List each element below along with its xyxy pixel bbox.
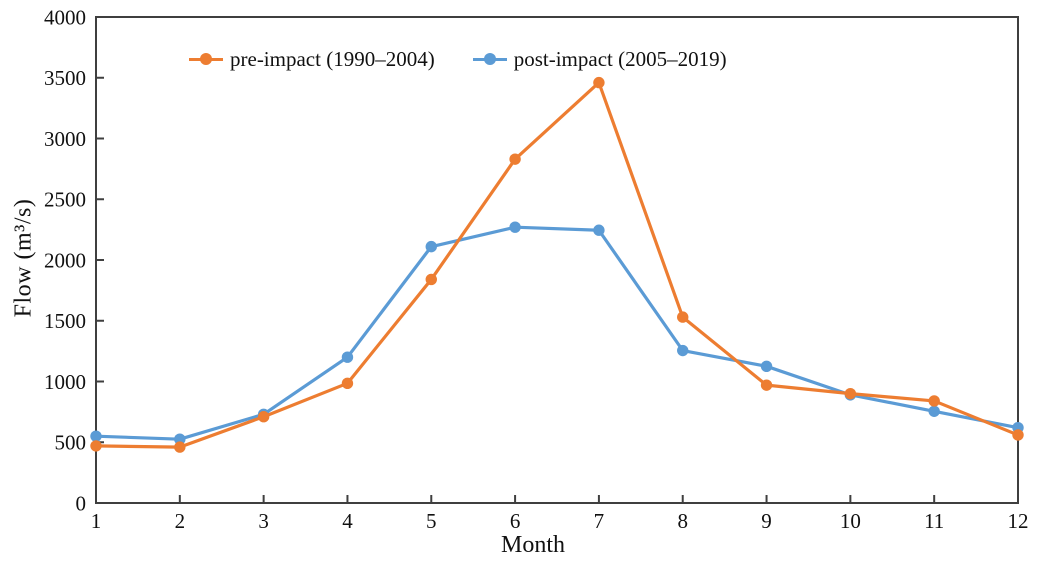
data-point-marker-1	[928, 405, 940, 417]
y-tick-label: 2500	[44, 188, 86, 212]
data-point-marker-0	[174, 441, 186, 453]
x-tick-label: 12	[1008, 509, 1029, 533]
legend-item-post-impact: post-impact (2005–2019)	[472, 46, 727, 72]
legend-dot-swatch	[200, 53, 212, 65]
legend-label: post-impact (2005–2019)	[513, 46, 727, 71]
y-tick-label: 3000	[44, 127, 86, 151]
x-tick-label: 5	[426, 509, 437, 533]
x-tick-label: 1	[91, 509, 102, 533]
data-point-marker-1	[425, 240, 437, 253]
y-tick-label: 500	[55, 431, 87, 455]
x-tick-label: 11	[924, 509, 944, 533]
series-line-0	[95, 81, 1019, 449]
data-point-marker-0	[677, 311, 689, 323]
x-tick-label: 4	[342, 509, 353, 533]
x-axis-title: Month	[500, 532, 565, 558]
y-tick-label: 4000	[44, 5, 86, 29]
legend: pre-impact (1990–2004) post-impact (2005…	[189, 46, 727, 72]
data-point-marker-0	[509, 153, 521, 165]
line-circle-marker-icon	[472, 53, 507, 65]
line-circle-marker-icon	[189, 53, 223, 65]
plot-border	[95, 16, 1019, 504]
data-point-marker-0	[341, 377, 354, 390]
y-axis-title: Flow (m³/s)	[10, 198, 37, 318]
data-point-marker-1	[509, 221, 521, 233]
data-point-marker-0	[1012, 429, 1024, 441]
x-tick-label: 10	[840, 509, 861, 533]
data-point-marker-0	[90, 440, 102, 452]
data-point-marker-1	[341, 351, 354, 363]
data-point-marker-0	[257, 411, 270, 423]
y-tick-label: 3500	[44, 66, 86, 90]
data-point-marker-1	[593, 224, 605, 236]
x-tick-label: 2	[175, 509, 186, 533]
y-tick-label: 1500	[44, 309, 86, 333]
y-tick-label: 0	[76, 491, 87, 515]
x-tick-label: 9	[761, 509, 772, 533]
data-point-marker-1	[174, 433, 186, 445]
x-tick-label: 8	[677, 509, 688, 533]
data-point-marker-0	[760, 379, 773, 391]
y-tick-label: 1000	[44, 370, 86, 394]
series-line-1	[95, 225, 1019, 441]
data-point-marker-0	[928, 395, 940, 407]
legend-item-pre-impact: pre-impact (1990–2004)	[189, 46, 435, 72]
data-point-marker-1	[90, 430, 102, 442]
legend-dot-swatch	[483, 53, 496, 65]
data-point-marker-0	[425, 273, 437, 286]
y-tick-label: 2000	[44, 248, 86, 272]
data-point-marker-0	[593, 76, 605, 89]
data-point-marker-1	[760, 360, 773, 373]
legend-label: pre-impact (1990–2004)	[230, 46, 435, 71]
x-tick-label: 7	[594, 509, 605, 533]
x-tick-label: 3	[258, 509, 269, 533]
data-point-marker-1	[677, 344, 689, 357]
data-point-marker-0	[844, 387, 857, 400]
x-tick-label: 6	[510, 509, 521, 533]
